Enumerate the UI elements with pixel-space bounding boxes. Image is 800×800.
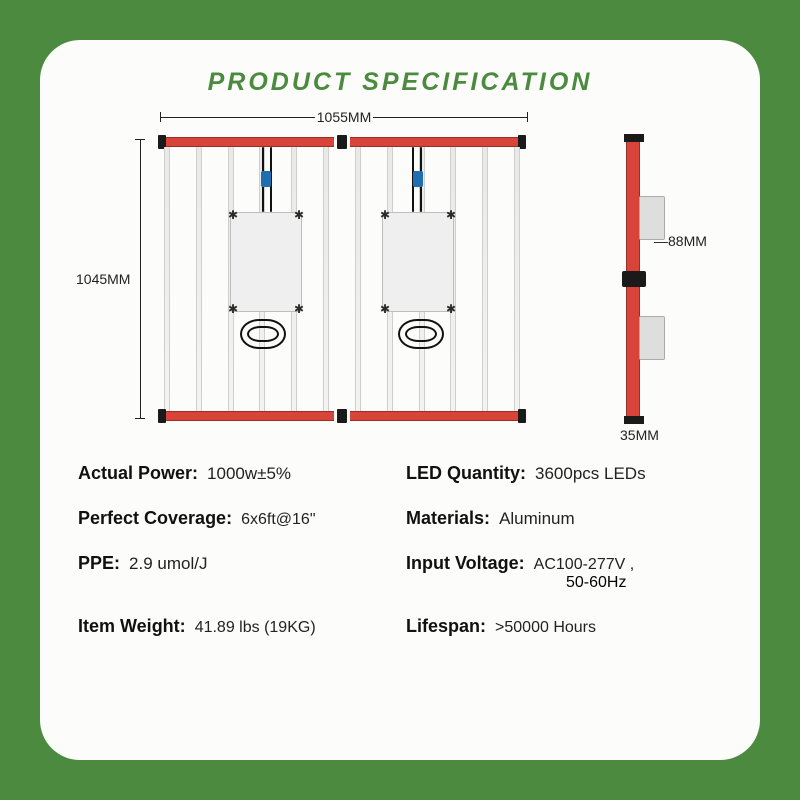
spec-key: LED Quantity: bbox=[406, 463, 526, 483]
joint-icon bbox=[337, 409, 347, 423]
spec-key: PPE: bbox=[78, 553, 120, 573]
spec-ppe: PPE: 2.9 umol/J bbox=[78, 553, 394, 592]
endcap-icon bbox=[158, 409, 166, 423]
spec-key: Item Weight: bbox=[78, 616, 186, 636]
spec-lifespan: Lifespan: >50000 Hours bbox=[406, 616, 722, 637]
spec-value: >50000 Hours bbox=[495, 619, 596, 636]
spec-key: Lifespan: bbox=[406, 616, 486, 636]
spec-grid: Actual Power: 1000w±5% LED Quantity: 360… bbox=[76, 459, 724, 637]
endcap-icon bbox=[624, 416, 644, 424]
spec-led-quantity: LED Quantity: 3600pcs LEDs bbox=[406, 463, 722, 484]
connector-icon bbox=[413, 171, 423, 187]
spec-key: Materials: bbox=[406, 508, 490, 528]
joint-icon bbox=[622, 271, 646, 287]
endcap-icon bbox=[624, 134, 644, 142]
side-view: —88MM 35MM bbox=[576, 109, 726, 439]
power-cord-icon bbox=[398, 319, 444, 349]
driver-box: ✱ ✱ ✱ ✱ bbox=[382, 212, 454, 312]
fixture-side bbox=[626, 137, 640, 421]
dimension-width: 1055MM bbox=[164, 109, 524, 125]
led-bar bbox=[323, 147, 329, 411]
spec-value: 6x6ft@16" bbox=[241, 511, 315, 528]
screw-icon: ✱ bbox=[228, 304, 238, 314]
led-bar bbox=[482, 147, 488, 411]
screw-icon: ✱ bbox=[228, 210, 238, 220]
spec-value: 41.89 lbs (19KG) bbox=[195, 619, 316, 636]
front-view: 1055MM 1045MM bbox=[76, 109, 536, 439]
led-bar bbox=[355, 147, 361, 411]
screw-icon: ✱ bbox=[446, 210, 456, 220]
dimension-thickness: 35MM bbox=[620, 427, 659, 443]
spec-actual-power: Actual Power: 1000w±5% bbox=[78, 463, 394, 484]
led-bar bbox=[164, 147, 170, 411]
page-title: PRODUCT SPECIFICATION bbox=[76, 68, 724, 97]
spec-key: Input Voltage: bbox=[406, 553, 525, 573]
spec-key: Perfect Coverage: bbox=[78, 508, 232, 528]
led-bars bbox=[164, 147, 520, 411]
led-bar bbox=[196, 147, 202, 411]
spec-coverage: Perfect Coverage: 6x6ft@16" bbox=[78, 508, 394, 529]
spec-value-line2: 50-60Hz bbox=[566, 574, 722, 592]
driver-box: ✱ ✱ ✱ ✱ bbox=[230, 212, 302, 312]
spec-key: Actual Power: bbox=[78, 463, 198, 483]
dimension-height: 1045MM bbox=[76, 139, 146, 419]
spec-weight: Item Weight: 41.89 lbs (19KG) bbox=[78, 616, 394, 637]
connector-icon bbox=[261, 171, 271, 187]
diagram-row: 1055MM 1045MM bbox=[76, 109, 724, 439]
spec-materials: Materials: Aluminum bbox=[406, 508, 722, 529]
screw-icon: ✱ bbox=[446, 304, 456, 314]
endcap-icon bbox=[518, 409, 526, 423]
dimension-width-label: 1055MM bbox=[317, 109, 371, 125]
driver-side-icon bbox=[639, 316, 665, 360]
led-bar bbox=[514, 147, 520, 411]
rail-bottom bbox=[160, 411, 524, 421]
screw-icon: ✱ bbox=[294, 210, 304, 220]
rail-top bbox=[160, 137, 524, 147]
spec-card: PRODUCT SPECIFICATION 1055MM 1045MM bbox=[40, 40, 760, 760]
dimension-depth: —88MM bbox=[654, 233, 707, 249]
screw-icon: ✱ bbox=[380, 210, 390, 220]
spec-input-voltage: Input Voltage: AC100-277V , 50-60Hz bbox=[406, 553, 722, 592]
dimension-thickness-label: 35MM bbox=[620, 427, 659, 443]
fixture-front: ✱ ✱ ✱ ✱ ✱ ✱ ✱ ✱ bbox=[160, 137, 524, 421]
spec-value: Aluminum bbox=[499, 509, 575, 528]
spec-value: AC100-277V , bbox=[534, 556, 635, 573]
dimension-height-label: 1045MM bbox=[76, 271, 130, 287]
power-cord-icon bbox=[240, 319, 286, 349]
screw-icon: ✱ bbox=[380, 304, 390, 314]
spec-value: 2.9 umol/J bbox=[129, 554, 207, 573]
screw-icon: ✱ bbox=[294, 304, 304, 314]
spec-value: 3600pcs LEDs bbox=[535, 464, 646, 483]
dimension-depth-label: 88MM bbox=[668, 233, 707, 249]
spec-value: 1000w±5% bbox=[207, 464, 291, 483]
